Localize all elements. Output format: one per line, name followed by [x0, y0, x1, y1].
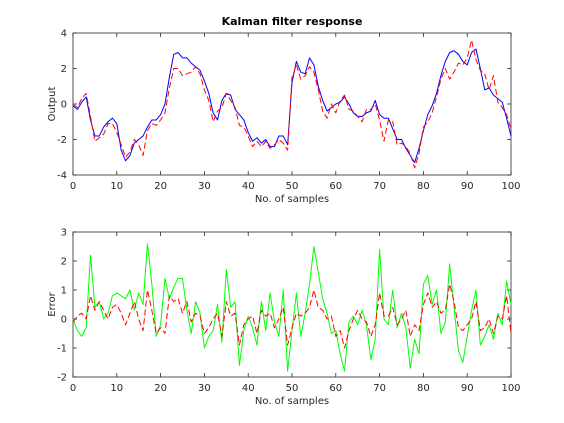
x-axis-label: No. of samples [255, 194, 329, 205]
x-tick-label: 20 [154, 383, 167, 394]
y-axis-label: Error [47, 291, 58, 316]
y-tick-label: -2 [57, 373, 67, 384]
series-line-1 [72, 48, 512, 164]
x-tick-label: 90 [461, 383, 474, 394]
x-tick-label: 90 [461, 181, 474, 192]
x-tick-label: 50 [286, 181, 299, 192]
x-tick-label: 70 [373, 383, 386, 394]
x-axis-label: No. of samples [255, 396, 329, 407]
y-tick-label: -1 [57, 344, 67, 355]
y-tick-label: -4 [57, 171, 67, 182]
chart-title: Kalman filter response [222, 15, 363, 28]
x-tick-label: 60 [329, 383, 342, 394]
y-tick-label: 0 [61, 100, 67, 111]
x-tick-label: 30 [198, 181, 211, 192]
y-tick-label: 1 [61, 286, 67, 297]
axes-box [72, 231, 512, 378]
y-tick-label: 3 [61, 228, 67, 239]
axes-box [72, 32, 512, 176]
y-tick-label: 4 [61, 29, 67, 40]
y-tick-label: 0 [61, 315, 67, 326]
y-tick-label: 2 [61, 257, 67, 268]
x-tick-label: 70 [373, 181, 386, 192]
x-tick-label: 80 [417, 181, 430, 192]
x-tick-label: 30 [198, 383, 211, 394]
x-tick-label: 20 [154, 181, 167, 192]
y-tick-label: -2 [57, 135, 67, 146]
x-tick-label: 10 [110, 383, 123, 394]
x-tick-label: 100 [501, 181, 520, 192]
error-plot: 0 10 20 30 40 50 60 70 80 90 100 -2 -1 0 1 2 3 No. of sam… [47, 228, 521, 408]
series-line-2 [72, 283, 512, 349]
series-line-2 [72, 39, 512, 169]
x-tick-label: 80 [417, 383, 430, 394]
x-tick-label: 60 [329, 181, 342, 192]
x-tick-label: 100 [501, 383, 520, 394]
x-tick-label: 0 [70, 383, 76, 394]
output-plot: 0 10 20 30 40 50 60 70 80 90 100 -4 -2 0 2 4 No. of samp… [47, 15, 521, 205]
y-tick-label: 2 [61, 64, 67, 75]
x-tick-label: 0 [70, 181, 76, 192]
x-tick-label: 40 [242, 383, 255, 394]
y-axis-label: Output [47, 87, 58, 122]
x-tick-label: 50 [286, 383, 299, 394]
x-tick-label: 10 [110, 181, 123, 192]
x-tick-label: 40 [242, 181, 255, 192]
